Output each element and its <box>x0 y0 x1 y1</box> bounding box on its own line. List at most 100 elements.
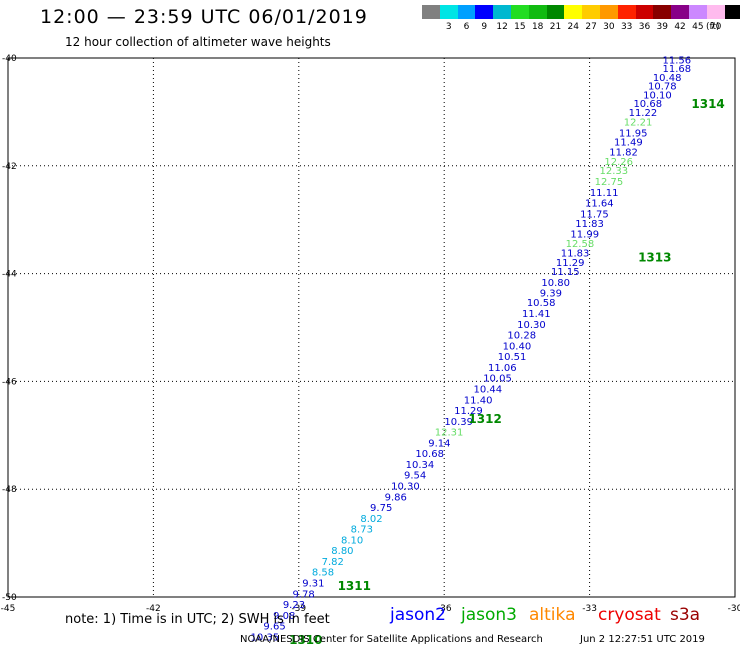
wave-height-value: 7.82 <box>322 557 344 568</box>
scale-cell: 30 <box>599 5 618 32</box>
scale-swatch <box>653 5 672 19</box>
wave-height-value: 10.34 <box>406 460 435 471</box>
wave-height-value: 11.49 <box>614 138 643 149</box>
footer-note: note: 1) Time is in UTC; 2) SWH is in fe… <box>65 612 330 627</box>
pass-time-label: 1312 <box>468 412 501 426</box>
scale-label: 30 <box>603 22 615 32</box>
map-frame <box>7 57 736 598</box>
scale-swatch <box>422 5 440 19</box>
pass-time-label: 1311 <box>338 579 371 593</box>
credit-line: NOAA/NESDIS Center for Satellite Applica… <box>240 634 543 645</box>
scale-cell: 33 <box>617 5 636 32</box>
wave-height-value: 8.58 <box>312 568 334 579</box>
scale-cell: 39 <box>653 5 672 32</box>
scale-cell: 45 <box>688 5 707 32</box>
wave-height-value: 8.73 <box>351 525 373 536</box>
wave-height-value: 10.48 <box>653 73 682 84</box>
wave-height-value: 9.86 <box>385 492 407 503</box>
scale-label: 27 <box>585 22 597 32</box>
scale-cell: 27 <box>582 5 600 32</box>
wave-height-value: 11.11 <box>590 188 619 199</box>
scale-label: 9 <box>481 22 488 32</box>
scale-cell: 21 <box>546 5 565 32</box>
legend-item-cryosat: cryosat <box>598 605 661 625</box>
scale-cell <box>422 5 440 32</box>
wave-height-value: 12.21 <box>624 118 653 129</box>
latitude-tick-label: -42 <box>2 162 17 172</box>
wave-height-value: 10.68 <box>633 99 662 110</box>
page-title: 12:00 — 23:59 UTC 06/01/2019 <box>40 6 368 28</box>
wave-height-value: 11.95 <box>619 128 648 139</box>
wave-height-value: 11.29 <box>556 258 585 269</box>
wave-height-value: 12.58 <box>566 239 595 250</box>
wave-height-value: 10.68 <box>415 449 444 460</box>
scale-cell: 18 <box>528 5 547 32</box>
scale-swatch <box>617 5 636 19</box>
wave-height-value: 9.14 <box>428 438 450 449</box>
scale-label: 45 <box>692 22 704 32</box>
scale-unit-label: (ft) <box>706 22 720 32</box>
wave-height-value: 11.64 <box>585 199 614 210</box>
scale-swatch <box>635 5 654 19</box>
scale-label: 39 <box>656 22 668 32</box>
wave-height-value: 10.30 <box>391 482 420 493</box>
wave-height-value: 10.40 <box>503 341 532 352</box>
scale-cell: 70 <box>706 5 725 32</box>
pass-time-label: 1314 <box>691 97 724 111</box>
longitude-tick-label: -45 <box>1 604 16 614</box>
scale-label: 36 <box>638 22 651 32</box>
wave-height-value: 10.80 <box>541 278 570 289</box>
scale-label: 21 <box>549 22 562 32</box>
wave-height-value: 8.10 <box>341 535 363 546</box>
wave-height-value: 11.15 <box>551 267 580 278</box>
latitude-tick-label: -40 <box>2 54 17 64</box>
scale-cell: 6 <box>457 5 476 32</box>
wave-height-value: 9.23 <box>283 600 305 611</box>
longitude-tick-label: -33 <box>582 604 597 614</box>
longitude-tick-label: -30 <box>728 604 740 614</box>
scale-swatch <box>439 5 458 19</box>
wave-height-color-scale: 3 6 9 12 15 18 21 24 27 30 33 36 39 42 45 70 <box>422 5 740 32</box>
wave-height-value: 8.02 <box>360 514 382 525</box>
scale-swatch <box>475 5 494 19</box>
scale-label: 24 <box>567 22 579 32</box>
wave-height-value: 10.39 <box>444 417 473 428</box>
scale-cell: 3 <box>439 5 458 32</box>
scale-swatch <box>546 5 565 19</box>
longitude-tick-label: -39 <box>291 604 306 614</box>
wave-height-value: 9.75 <box>370 503 392 514</box>
generation-timestamp: Jun 2 12:27:51 UTC 2019 <box>580 634 705 645</box>
scale-label: 6 <box>463 22 470 32</box>
longitude-tick-label: -36 <box>437 604 452 614</box>
scale-swatch <box>724 5 740 19</box>
scale-swatch <box>528 5 547 19</box>
wave-height-value: 10.44 <box>473 384 502 395</box>
pass-time-label: 1310 <box>289 633 322 647</box>
scale-label: 18 <box>531 22 544 32</box>
scale-swatch <box>564 5 583 19</box>
legend-item-jason2: jason2 <box>390 605 446 625</box>
wave-height-value: 11.29 <box>454 406 483 417</box>
wave-height-value: 9.78 <box>293 589 315 600</box>
wave-height-value: 12.31 <box>435 428 464 439</box>
scale-swatch <box>688 5 707 19</box>
wave-height-value: 9.54 <box>404 471 426 482</box>
latitude-tick-label: -44 <box>2 270 17 280</box>
wave-height-value: 11.82 <box>609 147 638 158</box>
latitude-tick-label: -46 <box>2 377 17 387</box>
scale-cell: 15 <box>510 5 529 32</box>
wave-height-value: 11.83 <box>561 249 590 260</box>
scale-swatch <box>510 5 529 19</box>
scale-cell: 24 <box>564 5 583 32</box>
wave-height-value: 10.58 <box>527 298 556 309</box>
wave-height-value: 11.56 <box>663 56 692 67</box>
scale-label: 3 <box>445 22 452 32</box>
wave-height-value: 10.30 <box>517 320 546 331</box>
wave-height-value: 9.65 <box>263 622 285 633</box>
wave-height-value: 11.40 <box>464 395 493 406</box>
scale-swatch <box>493 5 511 19</box>
legend-item-altika: altika <box>529 605 576 625</box>
wave-height-value: 11.68 <box>663 64 692 75</box>
scale-label: 70 <box>709 22 722 32</box>
